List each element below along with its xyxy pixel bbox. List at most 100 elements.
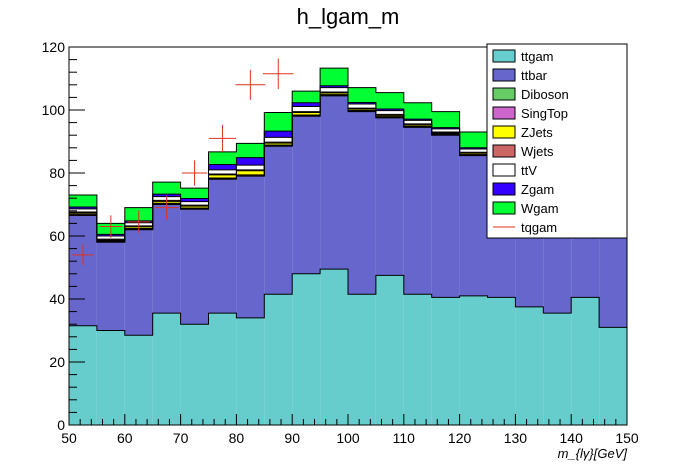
bar-ttbar-bin-11 (375, 117, 404, 276)
bar-zgam-bin-9 (320, 85, 348, 88)
x-tick-label-10: 150 (615, 430, 639, 446)
bar-ttgam-bin-12 (403, 294, 432, 425)
bar-zgam-bin-5 (208, 164, 237, 170)
x-tick-label-1: 60 (117, 430, 133, 446)
bar-zgam-bin-0 (69, 207, 97, 209)
bar-ttv-bin-14 (459, 149, 488, 153)
bar-zgam-bin-7 (264, 131, 293, 138)
axis-layer: 50 60 70 80 90 100 110 120 130 140 150 0 20 40 60 80 100… (42, 39, 639, 461)
legend-label-ttgam: ttgam (521, 49, 554, 64)
x-tick-label-9: 140 (560, 430, 584, 446)
bar-ttgam-bin-19 (599, 327, 627, 425)
legend-label-zjets: ZJets (521, 125, 553, 140)
y-tick-label-6: 120 (42, 39, 66, 55)
chart-title: h_lgam_m (297, 4, 400, 29)
bar-zjets-bin-12 (403, 124, 432, 127)
bar-wgam-bin-10 (348, 87, 376, 103)
bar-ttgam-bin-7 (264, 294, 293, 425)
bar-zjets-bin-8 (292, 112, 321, 116)
bar-zjets-bin-4 (180, 206, 209, 208)
bar-wgam-bin-4 (180, 188, 209, 199)
bar-ttbar-bin-0 (69, 215, 97, 326)
bar-wgam-bin-0 (69, 195, 97, 208)
bar-ttgam-bin-10 (348, 294, 376, 425)
legend-swatch-wjets (492, 144, 516, 158)
bar-ttbar-bin-5 (208, 179, 237, 314)
bar-ttgam-bin-6 (236, 317, 265, 425)
bar-zjets-bin-9 (320, 92, 348, 95)
bar-ttbar-bin-3 (152, 204, 181, 314)
bar-ttv-bin-8 (292, 106, 321, 112)
legend-label-zgam: Zgam (521, 182, 554, 197)
legend: ttgam ttbar Diboson SingTop ZJets Wjets ttV Zga… (486, 43, 628, 239)
bar-zjets-bin-11 (375, 115, 404, 117)
bar-wgam-bin-5 (208, 151, 237, 165)
bar-ttgam-bin-16 (515, 306, 544, 425)
bar-wgam-bin-3 (152, 182, 181, 195)
bar-wgam-bin-7 (264, 112, 293, 132)
bar-wgam-bin-14 (459, 132, 488, 148)
legend-swatch-ttv (492, 163, 516, 177)
bar-ttgam-bin-13 (431, 297, 460, 425)
bar-ttgam-bin-18 (571, 297, 600, 425)
legend-swatch-zjets (492, 125, 516, 139)
legend-swatch-ttgam (492, 49, 516, 63)
bar-ttbar-bin-8 (292, 116, 321, 274)
bar-ttbar-bin-6 (236, 176, 265, 318)
legend-label-tqgam: tqgam (521, 220, 557, 235)
bar-ttbar-bin-2 (124, 229, 153, 336)
bar-zjets-bin-10 (348, 109, 376, 111)
legend-swatch-wgam (492, 201, 516, 215)
y-tick-label-5: 100 (42, 102, 66, 118)
bar-wgam-bin-12 (403, 102, 432, 120)
legend-label-wjets: Wjets (521, 144, 554, 159)
bar-ttv-bin-5 (208, 169, 237, 174)
x-tick-label-3: 80 (229, 430, 245, 446)
bar-zgam-bin-8 (292, 102, 321, 107)
bar-ttgam-bin-2 (124, 335, 153, 425)
signal-layer (72, 58, 294, 266)
legend-label-singtop: SingTop (521, 106, 568, 121)
bar-ttgam-bin-8 (292, 273, 321, 425)
bar-ttv-bin-6 (236, 165, 265, 170)
bar-zgam-bin-4 (180, 198, 209, 202)
bar-ttbar-bin-9 (320, 95, 348, 270)
legend-swatch-ttbar (492, 68, 516, 82)
legend-label-diboson: Diboson (521, 87, 569, 102)
bar-ttgam-bin-15 (487, 297, 516, 425)
bar-ttbar-bin-14 (459, 155, 488, 296)
bar-ttgam-bin-11 (375, 275, 404, 425)
bar-zgam-bin-14 (459, 147, 488, 150)
bar-ttbar-bin-7 (264, 146, 293, 295)
legend-swatch-zgam (492, 182, 516, 196)
x-axis-label: m_{lγ}[GeV] (558, 446, 628, 461)
x-tick-label-4: 90 (284, 430, 300, 446)
bar-ttbar-bin-13 (431, 135, 460, 298)
x-tick-label-6: 110 (393, 430, 416, 446)
legend-swatch-singtop (492, 106, 516, 120)
y-tick-label-2: 40 (49, 291, 65, 307)
bar-ttbar-bin-12 (403, 127, 432, 295)
y-tick-label-1: 20 (49, 354, 65, 370)
bar-zgam-bin-11 (375, 109, 404, 111)
bar-zjets-bin-14 (459, 153, 488, 155)
bar-wgam-bin-9 (320, 68, 348, 86)
bar-wgam-bin-6 (236, 143, 265, 158)
outline-ttgam (69, 268, 627, 336)
x-tick-label-7: 120 (448, 430, 472, 446)
bar-ttv-bin-13 (431, 128, 460, 133)
legend-label-ttbar: ttbar (521, 68, 548, 83)
bar-ttv-bin-11 (375, 110, 404, 115)
bar-ttbar-bin-10 (348, 111, 376, 295)
y-tick-label-3: 60 (49, 228, 65, 244)
bar-zgam-bin-10 (348, 102, 376, 105)
bar-ttv-bin-0 (69, 208, 97, 213)
bar-zjets-bin-7 (264, 143, 293, 145)
bar-ttgam-bin-9 (320, 269, 348, 425)
bar-wgam-bin-8 (292, 91, 321, 103)
bar-ttgam-bin-17 (543, 313, 572, 425)
bar-ttgam-bin-5 (208, 313, 237, 425)
bar-zgam-bin-12 (403, 119, 432, 121)
legend-label-ttv: ttV (521, 163, 537, 178)
bar-wgam-bin-11 (375, 92, 404, 110)
